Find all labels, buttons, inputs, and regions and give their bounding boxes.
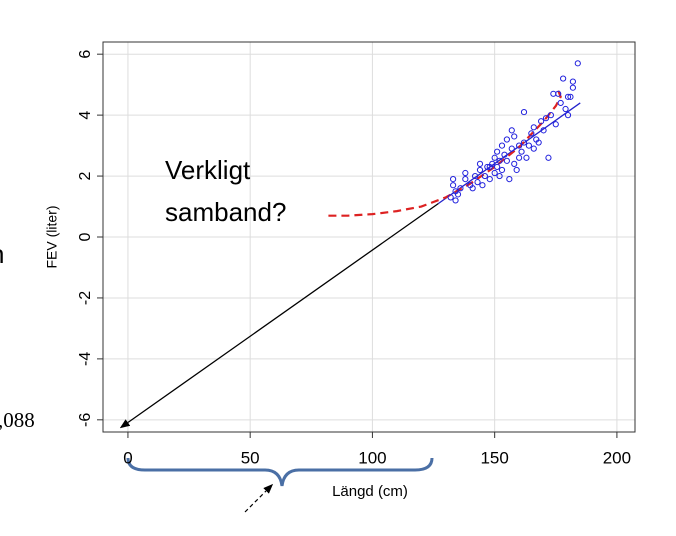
x-tick-label: 150 [480,448,508,467]
point [562,105,569,113]
y-tick-label: -4 [77,352,94,366]
point [498,166,506,174]
y-tick-label: 0 [77,232,94,241]
point [484,163,491,171]
brace [126,457,434,487]
y-tick-label: -2 [77,291,94,305]
point [462,176,469,183]
point [545,154,552,161]
grid [103,42,635,432]
annotation: n [0,239,4,269]
point [450,182,457,189]
marks [119,60,581,429]
y-tick-label: 2 [77,172,94,181]
point [474,179,481,186]
point [523,154,530,161]
point [518,148,525,155]
point [564,93,572,100]
point [476,160,484,167]
point [567,93,574,100]
point [506,176,513,183]
point [525,142,532,149]
point [535,139,542,146]
point [511,160,518,167]
point [472,172,479,180]
point [447,194,454,201]
point [491,154,498,161]
x-tick-label: 0 [123,448,132,467]
point [540,127,547,134]
annotation: Verkligt [165,155,251,185]
point [555,90,562,97]
point [513,166,520,174]
line [119,202,439,429]
point [503,136,510,143]
point [496,172,503,180]
point [538,118,545,125]
annotation: samband? [165,197,286,227]
point [574,60,581,67]
point [496,157,503,164]
point [560,75,567,82]
point [557,99,564,107]
y-tick-label: -6 [77,413,94,427]
line [328,90,562,217]
point [462,169,469,177]
point [479,182,486,189]
point [491,169,498,177]
point [552,121,559,128]
point [452,197,459,204]
point [530,124,537,131]
point [486,163,493,171]
x-tick-label: 200 [603,448,631,467]
x-tick-label: 100 [358,448,386,467]
point [547,112,554,119]
point [450,176,457,183]
y-tick-label: 6 [77,50,94,59]
point [494,148,501,155]
point [516,142,523,149]
point [511,133,518,140]
x-tick-label: 50 [241,448,260,467]
y-axis-label: FEV (liter) [44,206,60,269]
point [454,191,462,198]
point [498,142,506,149]
x-axis-label: Längd (cm) [332,483,408,500]
point [457,185,464,192]
point [494,163,501,171]
point [476,166,484,174]
point [528,130,535,137]
point [569,84,577,91]
point [508,145,515,152]
point [520,108,528,116]
arrow [244,483,274,513]
point [501,151,508,158]
point [516,154,523,161]
point [564,112,572,119]
point [486,176,493,183]
point [542,115,550,122]
point [481,172,488,180]
y-tick-label: 4 [77,111,94,120]
annotation: ,088 [0,408,35,432]
point [503,157,510,164]
point [530,145,537,152]
point [569,78,577,85]
point [508,127,515,134]
point [520,139,528,146]
point [469,185,476,192]
